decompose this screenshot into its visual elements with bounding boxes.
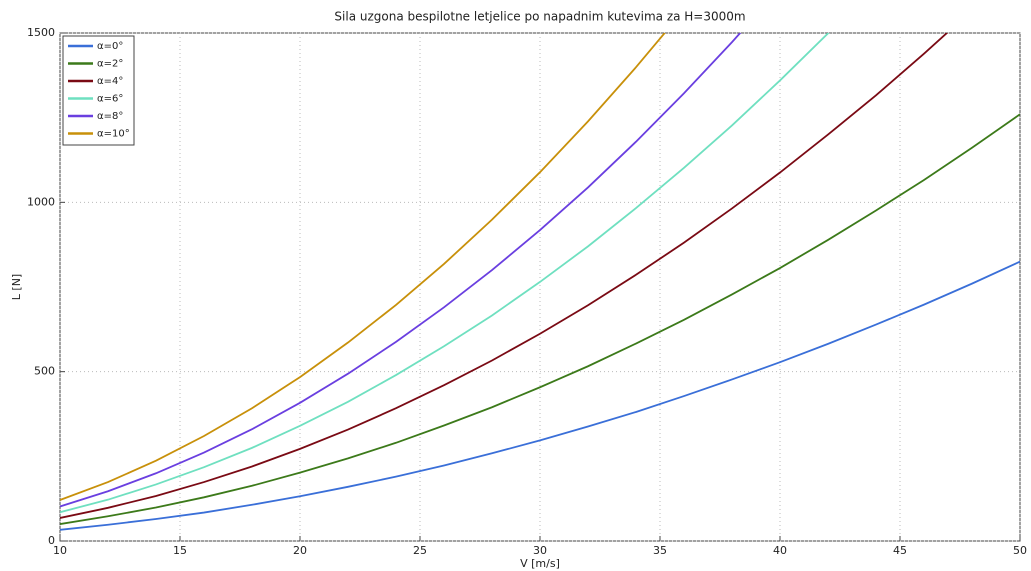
x-tick-label: 40 <box>773 544 787 557</box>
x-axis-label: V [m/s] <box>520 557 560 570</box>
lines <box>60 33 1020 531</box>
legend-label: α=2° <box>97 59 123 70</box>
y-tick-label: 500 <box>34 365 55 378</box>
line <box>60 260 1020 531</box>
line <box>60 33 742 508</box>
legend-label: α=0° <box>97 41 123 52</box>
line <box>60 33 949 519</box>
x-tick-label: 20 <box>293 544 307 557</box>
y-axis-label: L [N] <box>10 274 23 300</box>
legend-label: α=6° <box>97 94 123 105</box>
y-tick-label: 0 <box>48 534 55 547</box>
x-tick-label: 15 <box>173 544 187 557</box>
line <box>60 33 830 514</box>
legend-label: α=8° <box>97 111 123 122</box>
legend-box <box>62 35 135 146</box>
x-tick-label: 50 <box>1013 544 1027 557</box>
chart-title: Sila uzgona bespilotne letjelice po napa… <box>334 10 745 24</box>
legend-label: α=10° <box>97 129 130 140</box>
legend-label: α=4° <box>97 76 123 87</box>
line <box>60 33 666 501</box>
y-tick-label: 1500 <box>27 26 55 39</box>
x-tick-label: 30 <box>533 544 547 557</box>
y-tick-label: 1000 <box>27 195 55 208</box>
line <box>60 113 1020 525</box>
x-tick-label: 35 <box>653 544 667 557</box>
x-tick-label: 10 <box>53 544 67 557</box>
x-tick-label: 45 <box>893 544 907 557</box>
x-tick-label: 25 <box>413 544 427 557</box>
